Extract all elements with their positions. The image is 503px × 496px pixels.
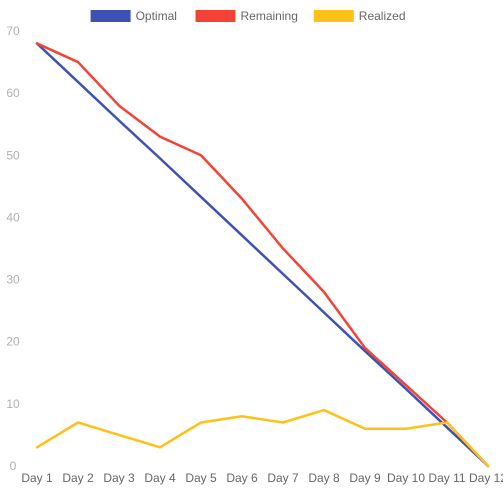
x-tick-label: Day 12	[469, 471, 503, 485]
series-line-optimal	[35, 42, 490, 468]
y-tick-label: 30	[6, 273, 20, 287]
x-tick-label: Day 5	[185, 471, 217, 485]
x-tick-label: Day 9	[349, 471, 381, 485]
legend-item-optimal[interactable]: Optimal	[90, 9, 177, 23]
x-tick-label: Day 3	[103, 471, 135, 485]
chart-legend: Optimal Remaining Realized	[90, 9, 406, 23]
series-line-realized	[35, 408, 490, 468]
legend-swatch	[313, 10, 354, 22]
x-tick-label: Day 6	[226, 471, 258, 485]
y-tick-label: 60	[6, 86, 20, 100]
x-tick-label: Day 4	[144, 471, 176, 485]
y-tick-label: 0	[10, 459, 17, 473]
y-tick-label: 20	[6, 335, 20, 349]
y-tick-label: 40	[6, 210, 20, 224]
x-tick-label: Day 2	[62, 471, 94, 485]
legend-swatch	[195, 10, 236, 22]
x-tick-label: Day 10	[387, 471, 425, 485]
legend-label: Optimal	[136, 9, 177, 23]
y-tick-label: 50	[6, 148, 20, 162]
x-tick-label: Day 1	[21, 471, 53, 485]
series-line-remaining	[35, 42, 490, 468]
y-axis: 0 10 20 30 40 50 60 70	[6, 24, 20, 473]
x-tick-label: Day 7	[267, 471, 299, 485]
legend-item-realized[interactable]: Realized	[313, 9, 406, 23]
x-axis: Day 1 Day 2 Day 3 Day 4 Day 5 Day 6 Day 7 Day 8…	[21, 471, 503, 485]
legend-swatch	[90, 10, 131, 22]
legend-item-remaining[interactable]: Remaining	[195, 9, 298, 23]
y-tick-label: 10	[6, 397, 20, 411]
legend-label: Realized	[359, 9, 406, 23]
series-lines	[35, 42, 490, 468]
x-tick-label: Day 8	[308, 471, 340, 485]
y-tick-label: 70	[6, 24, 20, 38]
x-tick-label: Day 11	[428, 471, 465, 485]
legend-label: Remaining	[241, 9, 298, 23]
